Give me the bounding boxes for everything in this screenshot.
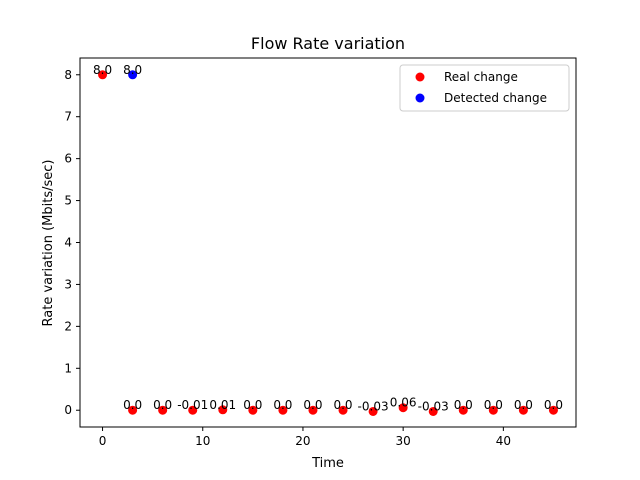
real-change-point <box>518 405 528 415</box>
y-tick-label: 7 <box>64 110 72 124</box>
real-change-data-label: 0.0 <box>544 398 563 412</box>
real-change-point <box>368 406 378 416</box>
x-tick-label: 10 <box>195 434 210 448</box>
real-change-point <box>488 405 498 415</box>
x-tick-label: 20 <box>295 434 310 448</box>
real-change-point <box>548 405 558 415</box>
real-change-data-label: 0.0 <box>514 398 533 412</box>
x-tick-label: 40 <box>496 434 511 448</box>
y-tick-label: 6 <box>64 152 72 166</box>
real-change-data-label: 0.0 <box>333 398 352 412</box>
real-change-point <box>158 405 168 415</box>
legend-marker <box>415 93 425 103</box>
real-change-data-label: 0.0 <box>303 398 322 412</box>
real-change-data-label: 0.0 <box>454 398 473 412</box>
legend-marker <box>415 72 425 82</box>
real-change-point <box>278 405 288 415</box>
data-marks <box>98 70 558 416</box>
y-tick-label: 8 <box>64 68 72 82</box>
detected-change-point <box>128 70 138 80</box>
y-axis-label: Rate variation (Mbits/sec) <box>41 160 56 327</box>
real-change-data-label: -0.01 <box>177 398 208 412</box>
x-axis-label: Time <box>311 456 344 471</box>
real-change-data-label: 0.0 <box>484 398 503 412</box>
real-change-data-label: 0.0 <box>123 398 142 412</box>
detected-change-data-label: 8.0 <box>123 63 142 77</box>
y-tick-label: 4 <box>64 236 72 250</box>
legend-box <box>399 64 570 112</box>
chart-title: Flow Rate variation <box>251 34 405 53</box>
real-change-point <box>398 403 408 413</box>
axes: 0 10 20 30 40 0 1 2 3 4 5 6 7 8 <box>64 57 577 448</box>
real-change-point <box>98 70 108 80</box>
x-tick-label: 30 <box>396 434 411 448</box>
real-change-data-label: -0.03 <box>418 399 449 413</box>
y-tick-label: 0 <box>64 403 72 417</box>
real-change-point <box>248 405 258 415</box>
real-change-point <box>218 405 228 415</box>
data-labels: 8.0 0.0 0.0 -0.01 0.01 0.0 0.0 0.0 0.0 -0.03 0.06-… <box>93 63 563 414</box>
y-tick-label: 2 <box>64 319 72 333</box>
y-tick-label: 3 <box>64 277 72 291</box>
legend: Real change Detected change <box>399 64 570 112</box>
real-change-point <box>128 405 138 415</box>
y-tick-label: 5 <box>64 194 72 208</box>
real-change-data-label: 0.0 <box>243 398 262 412</box>
y-tick-label: 1 <box>64 361 72 375</box>
real-change-point <box>308 405 318 415</box>
real-change-point <box>428 406 438 416</box>
real-change-point <box>188 405 198 415</box>
real-change-point <box>458 405 468 415</box>
legend-entry: Real change <box>444 70 518 84</box>
real-change-data-label: 0.0 <box>153 398 172 412</box>
real-change-data-label: 0.01 <box>209 398 236 412</box>
real-change-data-label: 0.06 <box>390 396 417 410</box>
x-tick-label: 0 <box>99 434 107 448</box>
real-change-data-label: -0.03 <box>358 399 389 413</box>
real-change-data-label: 0.0 <box>273 398 292 412</box>
legend-entry: Detected change <box>444 91 547 105</box>
real-change-data-label: 8.0 <box>93 63 112 77</box>
real-change-point <box>338 405 348 415</box>
